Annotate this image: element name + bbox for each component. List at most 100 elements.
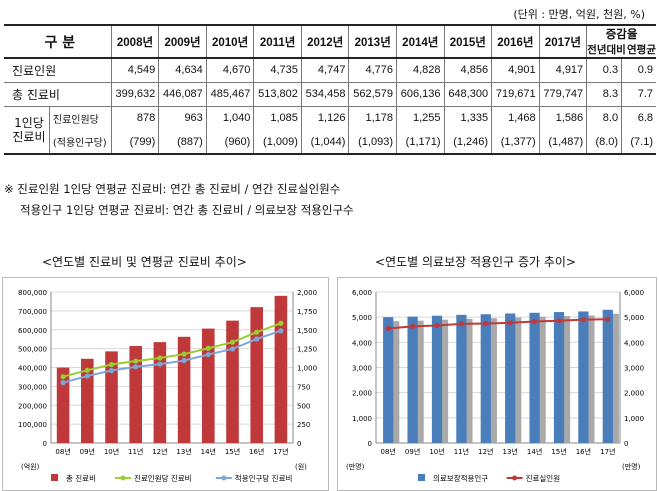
group-label-line: 1인당 [14,115,44,130]
bar [529,312,540,443]
series-point [410,323,416,329]
y-tick-label: 1,000 [352,415,372,423]
cell: 1,468 [491,106,540,130]
series-point [229,339,236,345]
year-header: 2011년 [253,24,302,59]
cell: 1,040 [205,106,254,130]
x-tick-label: 08년 [381,447,396,456]
year-header: 2009년 [158,24,207,59]
y2-tick-label: 750 [297,383,310,391]
series-point [254,329,260,335]
x-tick-label: 13년 [503,447,518,456]
x-tick-label: 13년 [176,447,191,456]
y-tick-label: 0 [368,440,372,448]
y2-tick-label: 0 [297,440,301,448]
x-tick-label: 14년 [527,447,542,456]
series-point [434,322,440,329]
x-tick-label: 08년 [55,447,70,456]
cell: (8.0) [586,130,622,155]
growth-header: 증감율 전년대비 연평균 [586,24,656,59]
series-point [157,355,163,361]
category-header: 구 분 [4,24,112,59]
y2-tick-label: 1,750 [297,308,317,316]
cost-chart: 0 100,000 200,000 300,000 400,000 500,000 600,… [2,277,329,491]
cell: 4,856 [443,58,492,83]
legend-marker [512,475,518,481]
y2-tick-label: 0 [624,440,628,448]
y2-tick-label: 5,000 [624,314,644,322]
cell: 8.3 [586,82,622,107]
cell: 719,671 [491,82,540,107]
statistics-table: 구 분 2008년 2009년 2010년 2011년 2012년 2013년 … [4,24,656,155]
legend-marker [221,475,227,481]
cell: 0.3 [586,58,622,83]
x-tick-label: 16년 [249,447,264,456]
legend-label: 의료보장적용인구 [433,473,488,483]
x-tick-label: 11년 [454,447,469,456]
row-label: 총 진료비 [4,82,112,107]
series-point [60,380,66,386]
legend-marker [120,475,126,481]
cell: 1,085 [253,106,302,130]
x-tick-label: 16년 [576,447,591,456]
y2-tick-label: 4,000 [624,339,644,347]
series-point [507,320,513,326]
y-tick-label: 400,000 [18,365,47,373]
cell: 0.9 [621,58,656,83]
x-tick-label: 10년 [104,447,119,456]
cell: 4,776 [348,58,397,83]
y-tick-label: 3,000 [352,365,372,373]
population-chart: 0 1,000 2,000 3,000 4,000 5,000 6,000 0 1,000 2,0… [337,277,657,491]
series-point [181,357,187,364]
cell: 648,300 [443,82,492,107]
y-tick-label: 200,000 [18,402,47,410]
growth-sub-avg: 연평균 [627,44,656,56]
cell: 4,634 [158,58,207,83]
bar [226,320,239,443]
cell: (1,171) [395,130,445,155]
growth-sub-yoy: 전년대비 [587,44,626,56]
bar [602,309,613,443]
bar-shadow [413,320,424,443]
bar [56,367,70,443]
series-point [580,317,586,323]
cell: 1,255 [395,106,445,130]
series-point [84,373,90,379]
y2-tick-label: 1,000 [297,365,317,373]
cell: 4,670 [205,58,254,83]
table-row: 1인당 진료비 진료인원당 878 963 1,040 1,085 1,126 … [4,106,656,155]
x-tick-label: 17년 [273,447,288,456]
cell: (1,377) [491,130,540,155]
cell: (1,487) [538,130,587,155]
bar [578,311,589,443]
cell: 4,747 [300,58,349,83]
series-point [483,320,489,327]
y-tick-label: 300,000 [18,383,47,391]
bar-shadow [462,318,473,443]
series-point [278,320,284,326]
y-tick-label: 4,000 [352,339,372,347]
series-line [62,329,282,384]
cell: (887) [158,130,207,155]
table-row: 총 진료비 399,632 446,087 485,467 513,802 53… [4,82,656,107]
series-point [133,358,139,364]
legend-swatch [51,474,58,481]
cell: 1,586 [538,106,587,130]
series-point [254,336,260,342]
y2-tick-label: 500 [297,402,310,410]
bar [407,316,418,443]
series-point [181,351,187,357]
cell: 534,458 [300,82,349,107]
series-point [458,321,464,327]
cell: (1,093) [348,130,397,155]
cell: 606,136 [395,82,445,107]
bar [153,342,167,443]
bar-shadow [389,321,400,443]
series-point [385,325,391,332]
table-header-row: 구 분 2008년 2009년 2010년 2011년 2012년 2013년 … [4,24,656,59]
year-header: 2015년 [443,24,492,59]
x-tick-label: 17년 [600,447,615,456]
x-tick-label: 15년 [551,447,566,456]
cell: (960) [205,130,254,155]
bar [383,317,394,443]
